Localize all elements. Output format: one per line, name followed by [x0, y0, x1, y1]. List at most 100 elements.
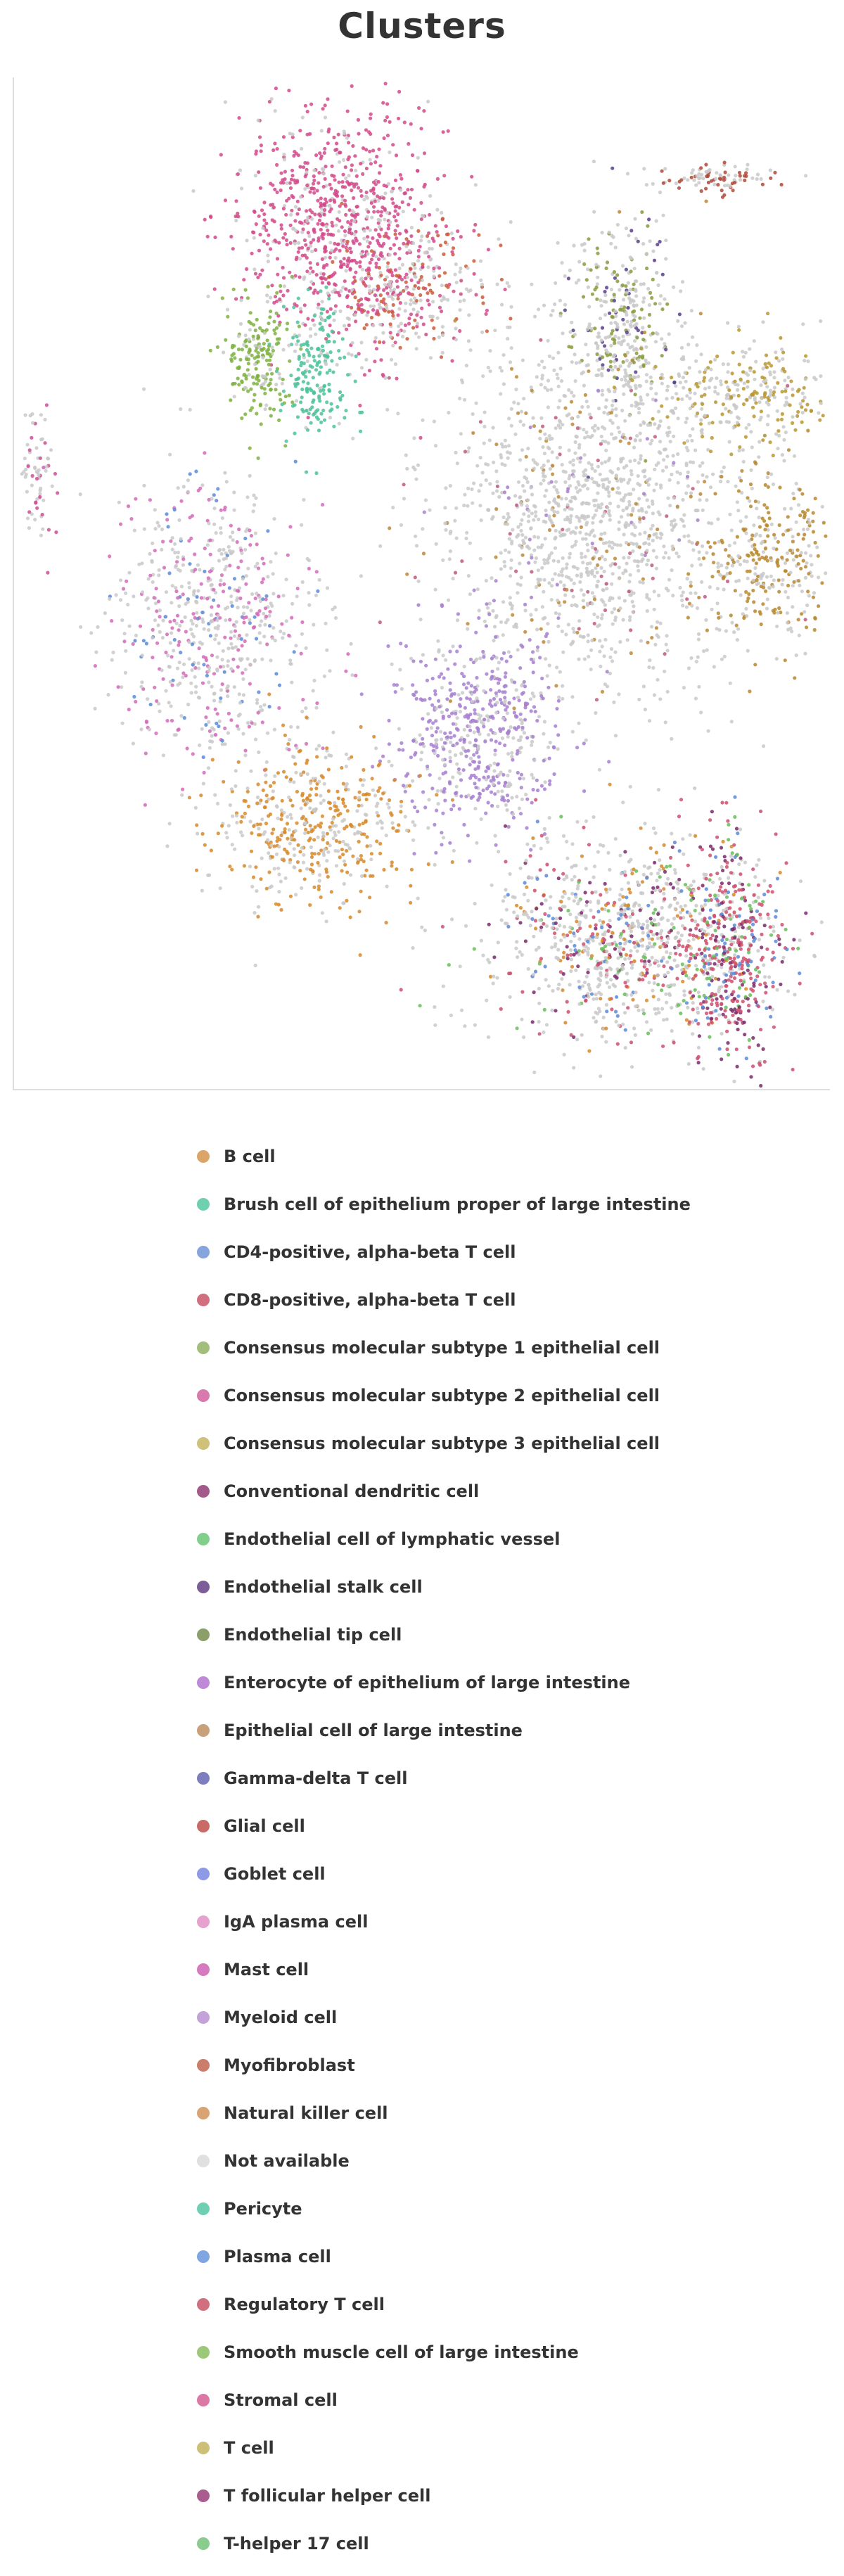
data-point	[312, 314, 316, 318]
data-point	[781, 425, 786, 429]
data-point	[689, 491, 693, 495]
data-point	[345, 316, 350, 320]
data-point	[553, 572, 557, 576]
data-point	[617, 527, 621, 532]
data-point	[582, 514, 587, 518]
data-point	[422, 510, 426, 514]
data-point	[321, 222, 326, 227]
data-point	[722, 160, 727, 165]
data-point	[634, 351, 639, 355]
data-point	[622, 338, 626, 343]
data-point	[546, 388, 550, 393]
data-point	[480, 330, 485, 334]
data-point	[474, 739, 478, 743]
data-point	[755, 172, 760, 177]
data-point	[513, 726, 517, 730]
data-point	[655, 633, 659, 637]
data-point	[575, 426, 580, 431]
data-point	[196, 695, 201, 699]
data-point	[436, 753, 440, 758]
data-point	[639, 282, 643, 286]
data-point	[782, 459, 786, 463]
data-point	[540, 376, 544, 381]
data-point	[729, 410, 734, 414]
data-point	[327, 296, 331, 301]
data-point	[799, 551, 803, 555]
data-point	[248, 618, 252, 622]
data-point	[672, 434, 676, 438]
data-point	[792, 580, 796, 585]
data-point	[621, 571, 625, 575]
data-point	[200, 642, 205, 646]
data-point	[266, 731, 270, 735]
data-point	[564, 566, 568, 570]
data-point	[347, 174, 351, 178]
data-point	[282, 284, 286, 288]
data-point	[420, 278, 424, 282]
data-point	[345, 264, 350, 269]
data-point	[632, 267, 637, 271]
data-point	[650, 636, 654, 640]
data-point	[547, 581, 551, 585]
data-point	[272, 727, 276, 732]
data-point	[613, 246, 618, 250]
data-point	[325, 262, 329, 267]
data-point	[484, 777, 489, 782]
data-point	[385, 275, 389, 279]
scatter-plot-canvas[interactable]	[13, 77, 830, 1090]
data-point	[729, 396, 734, 400]
data-point	[616, 426, 620, 430]
data-point	[252, 625, 257, 630]
data-point	[624, 227, 629, 231]
data-point	[419, 217, 423, 222]
data-point	[674, 384, 678, 388]
data-point	[326, 232, 331, 236]
data-point	[335, 141, 339, 146]
data-point	[236, 347, 241, 352]
data-point	[270, 283, 274, 288]
data-point	[480, 282, 485, 287]
data-point	[183, 615, 187, 620]
data-point	[522, 512, 526, 516]
data-point	[530, 388, 534, 393]
data-point	[558, 670, 562, 674]
data-point	[569, 514, 573, 518]
data-point	[596, 483, 600, 487]
data-point	[553, 546, 558, 550]
data-point	[712, 561, 716, 565]
data-point	[584, 570, 589, 575]
data-point	[549, 551, 554, 555]
data-point	[629, 541, 634, 545]
data-point	[312, 623, 316, 627]
data-point	[634, 289, 638, 293]
data-point	[197, 646, 201, 651]
data-point	[371, 308, 376, 312]
data-point	[407, 317, 411, 321]
data-point	[435, 177, 440, 181]
data-point	[531, 650, 535, 654]
data-point	[475, 464, 480, 468]
data-point	[216, 487, 220, 491]
data-point	[637, 358, 641, 362]
data-point	[572, 474, 576, 479]
data-point	[423, 182, 427, 186]
data-point	[367, 369, 371, 373]
data-point	[668, 504, 672, 508]
data-point	[215, 712, 219, 716]
data-point	[176, 486, 180, 490]
scatter-plot[interactable]	[13, 77, 830, 1090]
data-point	[245, 495, 250, 499]
data-point	[379, 210, 384, 214]
data-point	[610, 471, 615, 475]
data-point	[501, 445, 505, 449]
data-point	[151, 627, 155, 632]
data-point	[246, 357, 250, 362]
data-point	[151, 656, 155, 660]
data-point	[627, 478, 632, 482]
data-point	[617, 596, 622, 600]
data-point	[273, 295, 278, 299]
data-point	[226, 544, 231, 549]
data-point	[337, 180, 341, 184]
data-point	[765, 365, 769, 369]
data-point	[328, 323, 332, 328]
